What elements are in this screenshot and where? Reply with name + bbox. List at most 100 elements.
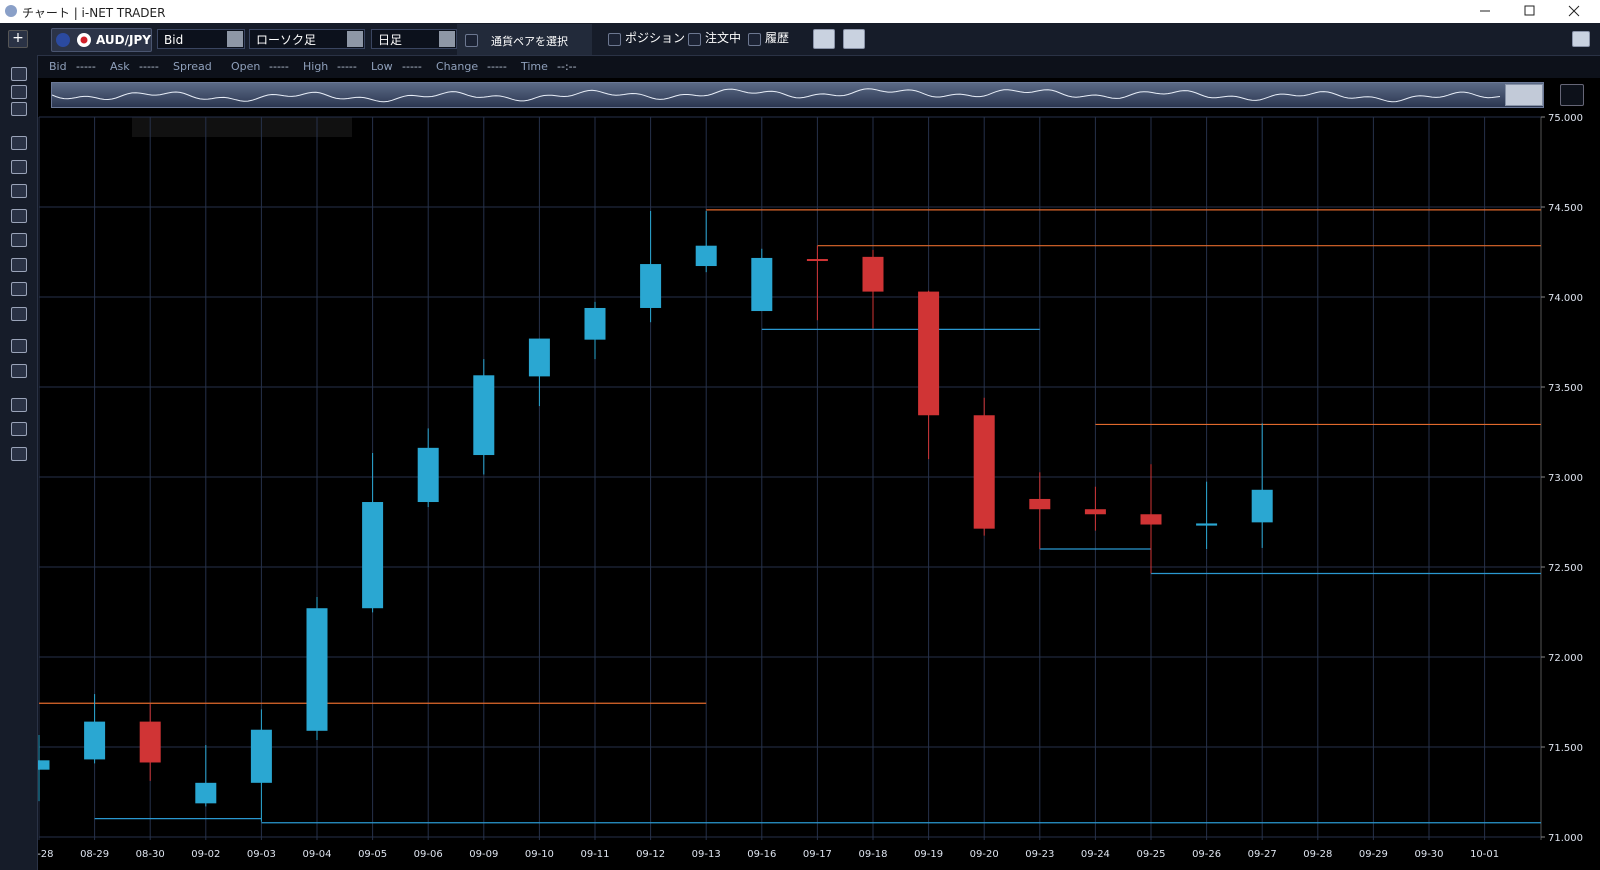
tool-button[interactable] <box>813 29 835 49</box>
tool-icon[interactable] <box>11 233 27 247</box>
pair-select-checkbox[interactable] <box>465 34 478 47</box>
navigator <box>51 82 1544 108</box>
info-value: ----- <box>269 60 289 73</box>
y-tick-label: 71.000 <box>1548 833 1583 844</box>
filter-checkboxes: ポジション 注文中 履歴 <box>608 23 808 55</box>
candle-body <box>417 447 439 503</box>
candle-body <box>862 256 884 292</box>
price-type-dropdown[interactable]: Bid <box>157 29 245 49</box>
navigator-handle[interactable] <box>1505 84 1543 106</box>
y-tick-label: 72.500 <box>1548 563 1583 574</box>
info-value: ----- <box>337 60 357 73</box>
y-tick-label: 73.500 <box>1548 383 1583 394</box>
x-tick-label: 09-29 <box>1359 849 1388 860</box>
x-tick-label: 09-18 <box>858 849 887 860</box>
app-icon <box>5 5 17 17</box>
x-tick-label: 09-02 <box>191 849 220 860</box>
candle-body <box>973 415 995 529</box>
tool-icon[interactable] <box>11 67 27 81</box>
x-tick-label: 09-19 <box>914 849 943 860</box>
symbol-button[interactable]: AUD/JPY <box>51 28 152 52</box>
info-label: Low <box>371 60 393 73</box>
info-value: --:-- <box>557 60 577 73</box>
tool-button[interactable] <box>843 29 865 49</box>
candle-body <box>1140 514 1162 525</box>
info-value: ----- <box>139 60 159 73</box>
price-type: Bid <box>164 33 184 47</box>
candle-body <box>306 608 328 731</box>
period: 日足 <box>378 33 403 47</box>
tool-icon[interactable] <box>11 102 27 116</box>
candle-body <box>584 307 606 340</box>
candle-body <box>250 729 272 783</box>
tool-icon[interactable] <box>11 422 27 436</box>
x-tick-label: 10-01 <box>1470 849 1499 860</box>
period-dropdown[interactable]: 日足 <box>371 29 457 49</box>
info-value: ----- <box>76 60 96 73</box>
tool-icon[interactable] <box>11 307 27 321</box>
symbol: AUD/JPY <box>96 33 151 47</box>
info-bar: Bid ----- Ask ----- Spread Open ----- High -----… <box>37 56 1600 78</box>
checkbox[interactable] <box>748 33 761 46</box>
candle-body <box>751 257 773 312</box>
window-title: チャート | i-NET TRADER <box>22 6 166 20</box>
chart-type: ローソク足 <box>256 33 317 47</box>
tool-icon[interactable] <box>11 282 27 296</box>
info-label: Spread <box>173 60 212 73</box>
info-label: Time <box>521 60 548 73</box>
tool-icon[interactable] <box>11 136 27 150</box>
info-value: ----- <box>487 60 507 73</box>
y-tick-label: 71.500 <box>1548 743 1583 754</box>
x-tick-label: 09-05 <box>358 849 387 860</box>
x-tick-label: 09-23 <box>1025 849 1054 860</box>
candle-body <box>84 721 106 760</box>
checkbox[interactable] <box>608 33 621 46</box>
candle-body <box>1084 509 1106 515</box>
y-tick-label: 74.500 <box>1548 203 1583 214</box>
tool-icon[interactable] <box>11 339 27 353</box>
x-tick-label: 09-28 <box>1303 849 1332 860</box>
y-tick-label: 74.000 <box>1548 293 1583 304</box>
tool-icon[interactable] <box>11 398 27 412</box>
x-tick-label: 09-13 <box>692 849 721 860</box>
candle-body <box>695 245 717 267</box>
info-value: ----- <box>402 60 422 73</box>
candle-body <box>1251 489 1273 523</box>
info-label: Bid <box>49 60 67 73</box>
plot-background <box>37 108 1600 870</box>
tool-icon[interactable] <box>11 364 27 378</box>
candle-body <box>1029 498 1051 510</box>
tool-icon[interactable] <box>11 184 27 198</box>
x-tick-label: 09-06 <box>414 849 443 860</box>
candle-body <box>362 502 384 609</box>
candle-body <box>918 291 940 416</box>
x-tick-label: 09-17 <box>803 849 832 860</box>
navigator-line <box>52 88 1501 103</box>
window-controls[interactable] <box>1470 0 1600 23</box>
tool-icon[interactable] <box>11 85 27 99</box>
restore-button[interactable] <box>1572 31 1590 47</box>
tooltip-placeholder <box>132 117 352 137</box>
info-label: Ask <box>110 60 130 73</box>
chart-type-dropdown[interactable]: ローソク足 <box>249 29 365 49</box>
info-label: Open <box>231 60 261 73</box>
x-tick-label: 09-24 <box>1081 849 1110 860</box>
add-button[interactable]: + <box>8 30 28 48</box>
x-tick-label: 09-03 <box>247 849 276 860</box>
x-tick-label: 09-25 <box>1136 849 1165 860</box>
x-tick-label: 09-26 <box>1192 849 1221 860</box>
tool-icon[interactable] <box>11 447 27 461</box>
navigator-toggle[interactable] <box>1560 84 1584 106</box>
checkbox[interactable] <box>688 33 701 46</box>
x-tick-label: 09-12 <box>636 849 665 860</box>
info-label: High <box>303 60 329 73</box>
tool-icon[interactable] <box>11 258 27 272</box>
y-tick-label: 75.000 <box>1548 113 1583 124</box>
tool-icon[interactable] <box>11 160 27 174</box>
tool-icon[interactable] <box>11 209 27 223</box>
candle-body <box>1196 523 1218 526</box>
drawing-toolbar <box>0 55 38 870</box>
candle-body <box>195 782 217 804</box>
